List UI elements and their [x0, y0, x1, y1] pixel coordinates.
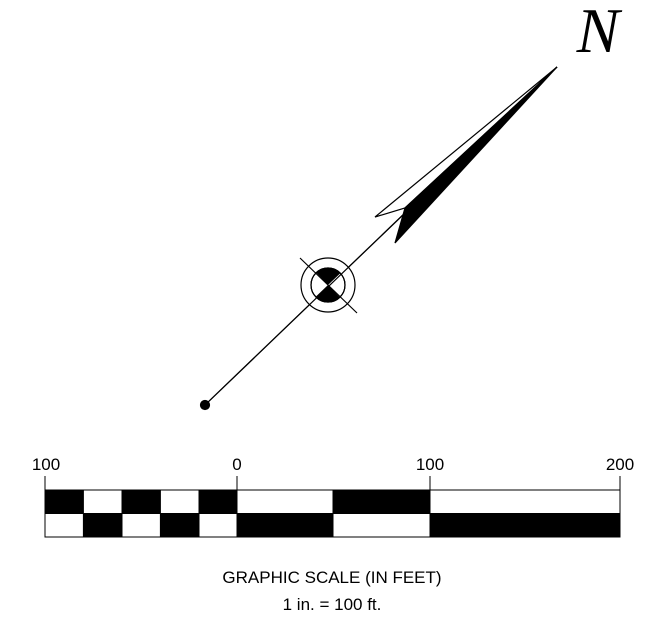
- needle-line: [204, 66, 558, 406]
- segment: [44, 489, 84, 514]
- scale-tick-label: 0: [232, 455, 241, 474]
- segment: [121, 489, 161, 514]
- segment: [82, 513, 123, 538]
- segment: [198, 489, 238, 514]
- segment: [159, 513, 200, 538]
- scale-bar: [44, 476, 621, 538]
- segment: [429, 513, 621, 538]
- scale-tick-label: 200: [606, 455, 634, 474]
- quadrant: [316, 267, 341, 285]
- arrow-head-white: [374, 66, 558, 218]
- segment: [236, 513, 334, 538]
- scale-tick-label: 100: [32, 455, 60, 474]
- north-label: N: [576, 0, 623, 66]
- scale-tick-label: 100: [416, 455, 444, 474]
- quadrant: [315, 285, 340, 303]
- north-arrow: [199, 66, 558, 411]
- segment: [332, 489, 431, 514]
- arrow-head-black: [394, 66, 558, 244]
- scale-subtitle: 1 in. = 100 ft.: [283, 595, 382, 614]
- cross-line: [299, 257, 358, 314]
- inner-circle-outline: [310, 267, 346, 303]
- scale-title: GRAPHIC SCALE (IN FEET): [222, 568, 441, 587]
